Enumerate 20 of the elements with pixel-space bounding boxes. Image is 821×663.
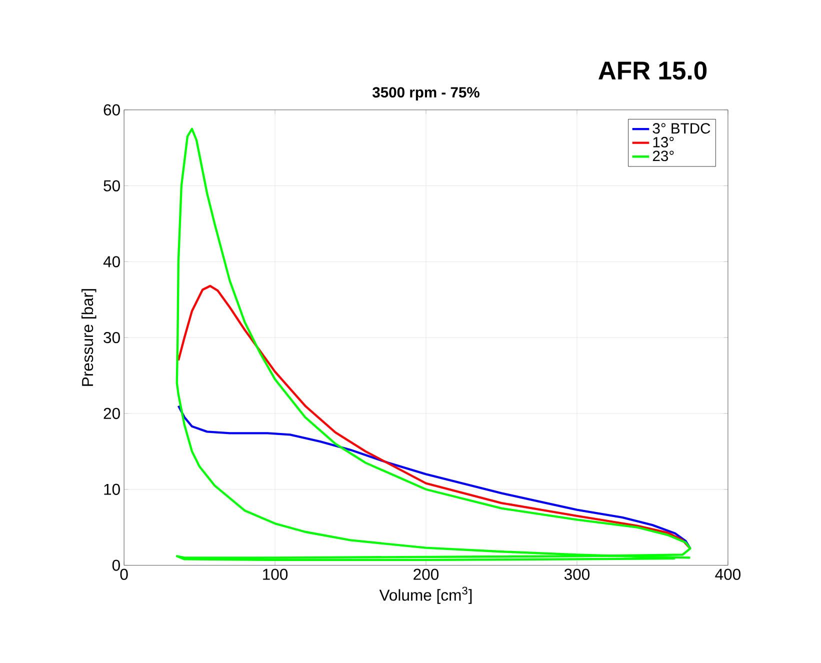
y-axis-title: Pressure [bar]: [82, 289, 96, 386]
legend-label: 3° BTDC: [652, 122, 710, 134]
y-tick-label: 20: [104, 408, 120, 419]
x-tick-label: 200: [414, 568, 439, 580]
y-tick-label: 50: [104, 180, 120, 192]
y-tick-label: 40: [103, 256, 120, 268]
y-tick-label: 60: [104, 104, 120, 116]
x-tick-label: 300: [564, 568, 590, 580]
x-axis-title: Volume [cm$^{3}$]: [379, 586, 472, 604]
legend-label: 13°: [653, 136, 674, 148]
y-tick-label: 30: [104, 332, 120, 344]
x-tick-label: 100: [263, 568, 288, 580]
y-tick-label: 0: [112, 560, 120, 571]
x-tick-label: 0: [120, 568, 128, 580]
line-series: [177, 404, 692, 550]
x-tick-label: 400: [715, 568, 740, 580]
chart-title: 3500 rpm - 75%: [372, 86, 480, 100]
y-tick-label: 10: [104, 484, 120, 495]
legend-label: 23°: [652, 150, 674, 162]
text: AFR 15.0: [598, 61, 707, 80]
